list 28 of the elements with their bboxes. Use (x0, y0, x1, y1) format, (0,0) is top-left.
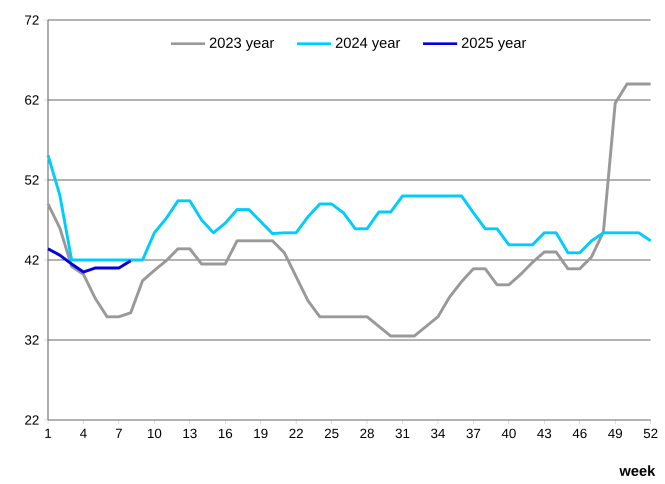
x-tick-label: 31 (396, 428, 410, 438)
y-tick-label: 22 (25, 415, 39, 425)
x-tick-label: 37 (466, 428, 480, 438)
x-tick-label: 22 (289, 428, 303, 438)
legend-label: 2023 year (210, 38, 274, 51)
y-tick-label: 42 (24, 255, 39, 265)
x-tick-label: 4 (80, 428, 87, 438)
y-tick-label: 52 (25, 175, 39, 185)
x-tick-label: 34 (431, 428, 445, 438)
legend-label: 2025 year (462, 38, 526, 51)
y-tick-label: 62 (25, 95, 39, 105)
x-tick-label: 40 (502, 428, 516, 438)
x-tick-label: 13 (183, 428, 197, 438)
x-tick-label: 43 (537, 428, 552, 438)
x-tick-label: 52 (644, 428, 658, 438)
y-tick-label: 72 (25, 15, 39, 25)
x-tick-label: 19 (254, 428, 268, 438)
y-tick-label: 32 (24, 335, 39, 345)
x-tick-label: 28 (360, 428, 374, 438)
x-tick-label: 16 (218, 428, 232, 438)
x-tick-label: 49 (608, 428, 622, 438)
x-tick-label: 25 (324, 428, 338, 438)
x-axis-title: week (619, 465, 656, 476)
x-tick-label: 46 (572, 428, 587, 438)
x-tick-label: 10 (148, 428, 162, 438)
legend-label: 2024 year (336, 38, 400, 51)
x-tick-label: 1 (45, 428, 52, 438)
x-tick-label: 7 (116, 428, 122, 438)
